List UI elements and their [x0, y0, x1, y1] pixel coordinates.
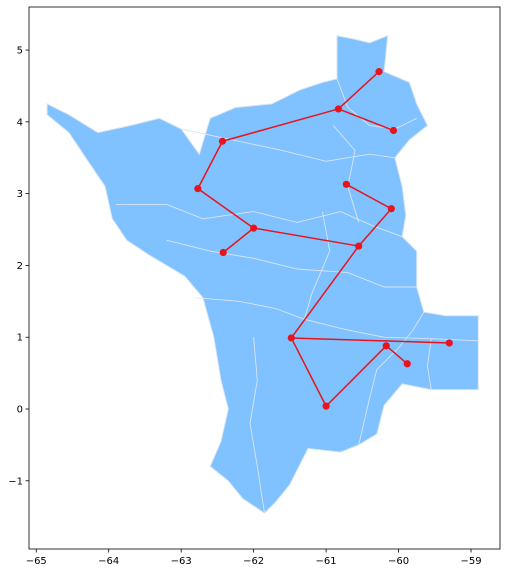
- x-tick-label: −62: [243, 556, 264, 567]
- x-tick-label: −63: [171, 556, 192, 567]
- network-node: [355, 242, 363, 250]
- region-border: [166, 239, 417, 288]
- x-tick-label: −61: [316, 556, 337, 567]
- network-node: [403, 360, 411, 368]
- network-node: [445, 339, 453, 347]
- y-tick-label: 1: [17, 333, 23, 344]
- region-border: [358, 311, 425, 446]
- network-edge: [290, 337, 327, 407]
- region-border: [336, 78, 417, 130]
- network-edge: [358, 208, 392, 247]
- axes-frame: [28, 6, 501, 550]
- y-axis: −1 0 1 2 3 4 5: [8, 46, 29, 487]
- region-border: [303, 211, 331, 320]
- network-edge: [197, 140, 224, 189]
- region-border: [249, 337, 265, 514]
- region-border: [332, 125, 360, 223]
- y-tick-label: 5: [17, 46, 23, 57]
- y-tick-label: −1: [8, 476, 23, 487]
- network-edge: [222, 227, 255, 254]
- y-tick-label: 3: [17, 189, 23, 200]
- network-edge: [197, 188, 255, 229]
- network-edge: [222, 108, 339, 142]
- network-node: [342, 180, 350, 188]
- network-node: [194, 185, 202, 193]
- network-node: [387, 205, 395, 213]
- network-node: [389, 126, 398, 135]
- x-axis: −65 −64 −63 −62 −61 −60 −59: [26, 549, 482, 567]
- x-tick-label: −65: [26, 556, 47, 567]
- x-tick-label: −64: [98, 556, 119, 567]
- network-node: [375, 68, 383, 76]
- network-edge: [291, 337, 450, 344]
- network-edge: [346, 183, 392, 210]
- network-node: [250, 224, 258, 232]
- region-border: [427, 338, 432, 390]
- region-border: [116, 203, 403, 238]
- y-tick-label: 4: [17, 117, 23, 128]
- network-node: [219, 248, 227, 257]
- plot-area: [28, 6, 501, 550]
- y-tick-label: 0: [17, 405, 23, 416]
- network-edge: [325, 345, 387, 407]
- network-edge: [338, 108, 394, 132]
- network-node: [382, 342, 390, 350]
- y-tick-label: 2: [17, 261, 23, 272]
- region-border: [195, 297, 479, 342]
- network-node: [334, 105, 343, 113]
- network-node: [218, 137, 227, 145]
- network-edge: [337, 71, 380, 110]
- network-edge: [385, 345, 408, 365]
- x-tick-label: −59: [460, 556, 481, 567]
- x-tick-label: −60: [388, 556, 409, 567]
- network-node: [322, 402, 330, 410]
- network-edge: [290, 245, 360, 339]
- network-edge: [253, 227, 359, 247]
- network-node: [287, 334, 295, 342]
